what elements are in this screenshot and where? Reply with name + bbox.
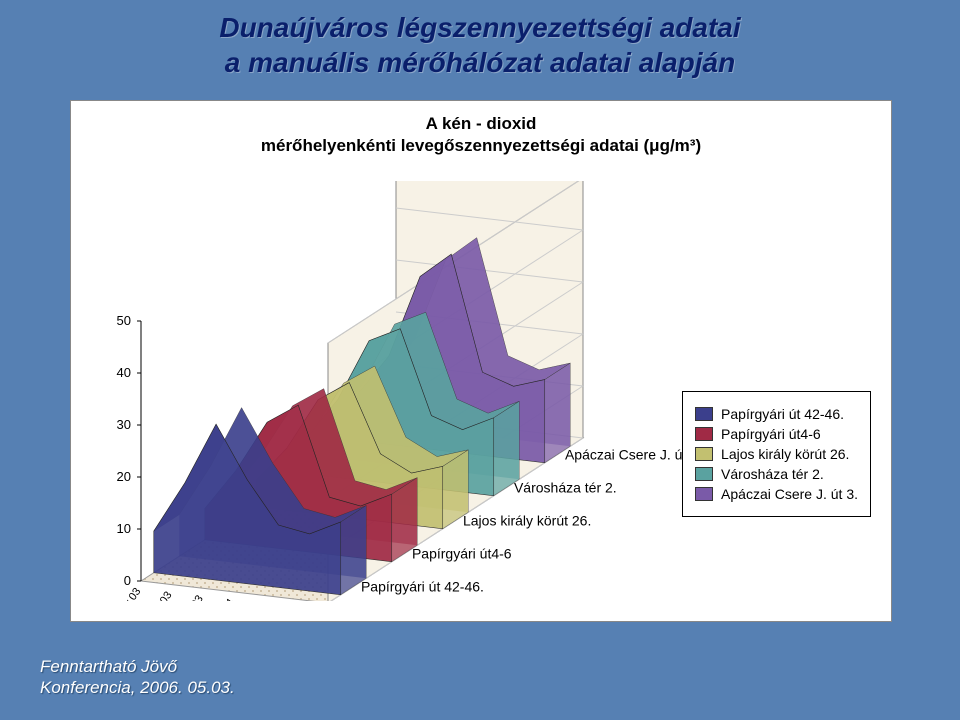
svg-text:10: 10 bbox=[117, 521, 131, 536]
legend-swatch bbox=[695, 447, 713, 461]
svg-text:50: 50 bbox=[117, 313, 131, 328]
footer: Fenntartható Jövő Konferencia, 2006. 05.… bbox=[40, 656, 235, 699]
chart-panel: A kén - dioxid mérőhelyenkénti levegősze… bbox=[70, 100, 892, 622]
legend-label: Apáczai Csere J. út 3. bbox=[721, 486, 858, 502]
legend-row: Lajos király körút 26. bbox=[695, 446, 858, 462]
legend-label: Lajos király körút 26. bbox=[721, 446, 849, 462]
legend-swatch bbox=[695, 487, 713, 501]
svg-text:30: 30 bbox=[117, 417, 131, 432]
slide-title: Dunaújváros légszennyezettségi adatai a … bbox=[0, 10, 960, 80]
title-line-1: Dunaújváros légszennyezettségi adatai bbox=[0, 10, 960, 45]
svg-text:jan.04: jan.04 bbox=[209, 597, 237, 601]
chart-subtitle: A kén - dioxid mérőhelyenkénti levegősze… bbox=[71, 113, 891, 157]
legend-label: Városháza tér 2. bbox=[721, 466, 824, 482]
legend: Papírgyári út 42-46. Papírgyári út4-6 Lajo… bbox=[682, 391, 871, 517]
legend-row: Papírgyári út 42-46. bbox=[695, 406, 858, 422]
svg-text:júl.03: júl.03 bbox=[149, 590, 174, 601]
footer-line2: Konferencia, 2006. 05.03. bbox=[40, 677, 235, 698]
svg-text:40: 40 bbox=[117, 365, 131, 380]
svg-text:Papírgyári út 42-46.: Papírgyári út 42-46. bbox=[361, 578, 484, 594]
footer-line1: Fenntartható Jövő bbox=[40, 656, 235, 677]
legend-label: Papírgyári út4-6 bbox=[721, 426, 821, 442]
svg-text:Városháza tér 2.: Városháza tér 2. bbox=[514, 479, 617, 495]
legend-row: Városháza tér 2. bbox=[695, 466, 858, 482]
legend-swatch bbox=[695, 407, 713, 421]
svg-text:0: 0 bbox=[124, 573, 131, 588]
legend-swatch bbox=[695, 427, 713, 441]
slide: Dunaújváros légszennyezettségi adatai a … bbox=[0, 0, 960, 720]
title-line-2: a manuális mérőhálózat adatai alapján bbox=[0, 45, 960, 80]
svg-text:Papírgyári út4-6: Papírgyári út4-6 bbox=[412, 545, 512, 561]
legend-row: Apáczai Csere J. út 3. bbox=[695, 486, 858, 502]
chart-subtitle-line2: mérőhelyenkénti levegőszennyezettségi ad… bbox=[71, 135, 891, 157]
legend-label: Papírgyári út 42-46. bbox=[721, 406, 844, 422]
svg-text:ápr.03: ápr.03 bbox=[116, 586, 143, 601]
svg-text:Lajos király körút 26.: Lajos király körút 26. bbox=[463, 512, 591, 528]
legend-row: Papírgyári út4-6 bbox=[695, 426, 858, 442]
svg-text:20: 20 bbox=[117, 469, 131, 484]
legend-swatch bbox=[695, 467, 713, 481]
chart-subtitle-line1: A kén - dioxid bbox=[71, 113, 891, 135]
svg-text:okt.03: okt.03 bbox=[179, 593, 206, 601]
